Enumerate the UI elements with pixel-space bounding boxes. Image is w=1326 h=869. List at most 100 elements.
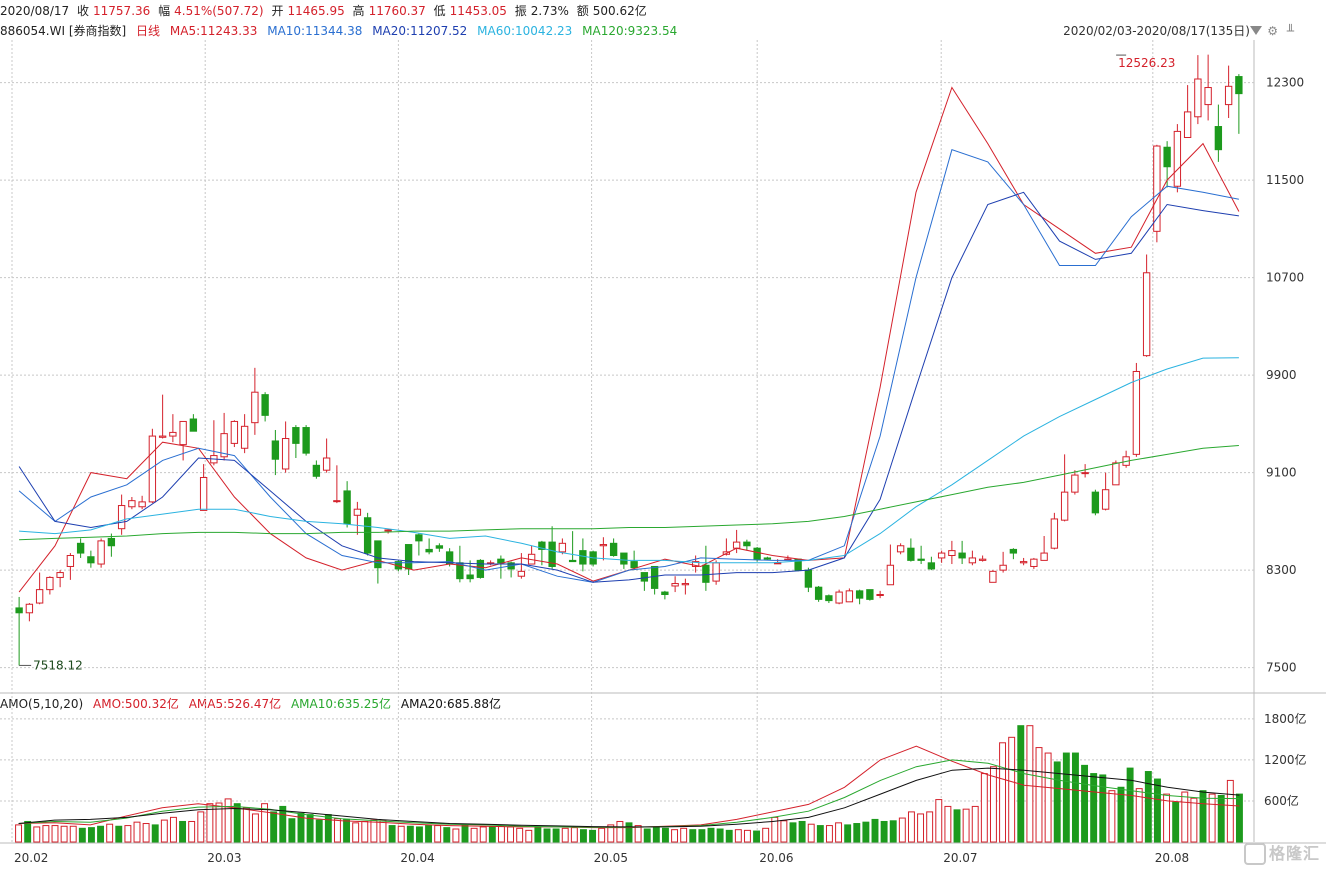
x-tick-label: 20.07	[943, 851, 977, 865]
volume-bar	[862, 821, 870, 843]
volume-bar	[197, 811, 205, 843]
volume-bar	[1081, 764, 1089, 843]
volume-bar	[816, 825, 824, 843]
volume-bar	[698, 829, 706, 843]
volume-bar	[388, 825, 396, 843]
volume-bar	[1117, 786, 1125, 843]
volume-bar	[680, 827, 688, 843]
candle-body	[230, 420, 239, 444]
candle-body	[138, 501, 146, 508]
x-tick-label: 20.04	[400, 851, 434, 865]
volume-bar	[370, 819, 378, 843]
watermark-logo-icon	[1243, 843, 1266, 865]
volume-bar	[361, 820, 369, 843]
x-tick-label: 20.03	[207, 851, 241, 865]
gear-icon[interactable]: ⚙	[1267, 24, 1278, 38]
candle-body	[804, 569, 813, 588]
open-value: 11465.95	[287, 4, 345, 18]
candle-body	[1214, 126, 1223, 151]
x-tick-label: 20.05	[594, 851, 628, 865]
ma5-legend: MA5:11243.33	[169, 24, 258, 38]
ama20-value: AMA20:685.88亿	[400, 697, 501, 711]
change-label: 幅	[158, 4, 171, 18]
candle-body	[66, 555, 75, 567]
volume-bar	[124, 825, 132, 843]
volume-bar	[33, 826, 41, 843]
candle-body	[1009, 548, 1018, 554]
volume-bar	[926, 811, 934, 843]
candle-body	[599, 544, 608, 547]
candle-body	[128, 500, 136, 508]
volume-bar	[233, 803, 241, 843]
candle-body	[538, 541, 546, 550]
volume-bar	[1226, 779, 1234, 843]
volume-bar	[807, 823, 815, 843]
candle-body	[1091, 491, 1100, 514]
date-range[interactable]: 2020/02/03-2020/08/17(135日)	[1063, 24, 1250, 38]
candle-body	[312, 464, 321, 477]
volume-bar	[206, 803, 214, 843]
candle-body	[415, 534, 423, 542]
open-label: 开	[271, 4, 284, 18]
candle-body	[1173, 130, 1182, 187]
volume-bar	[1235, 793, 1243, 843]
dropdown-arrow-icon[interactable]	[1250, 26, 1262, 35]
quote-bar: 2020/08/17 收 11757.36 幅 4.51%(507.72) 开 114…	[0, 0, 1326, 22]
volume-bar	[261, 803, 269, 843]
candle-body	[896, 545, 905, 553]
volume-bar	[224, 798, 232, 843]
volume-bar	[835, 822, 843, 843]
candle-body	[46, 576, 54, 591]
volume-bar	[534, 827, 542, 843]
volume-bar	[999, 742, 1007, 843]
low-value: 11453.05	[449, 4, 507, 18]
candle-body	[404, 544, 413, 570]
volume-bar	[516, 827, 524, 843]
candle-body	[999, 564, 1007, 571]
amplitude-label: 振	[514, 4, 527, 18]
period-label[interactable]: 日线	[136, 24, 161, 38]
volume-bar	[953, 809, 961, 843]
volume-bar	[880, 820, 888, 843]
volume-bar	[215, 802, 223, 843]
candle-body	[968, 557, 977, 564]
volume-bar	[989, 766, 997, 843]
candle-body	[989, 570, 997, 583]
candle-body	[661, 591, 669, 596]
volume-bar	[671, 829, 679, 843]
amount-value: 500.62亿	[592, 4, 647, 18]
candle-body	[322, 457, 331, 471]
candle-body	[866, 589, 874, 600]
volume-bar	[1153, 778, 1161, 843]
volume-bar	[1090, 773, 1098, 843]
candle-body	[1030, 558, 1038, 567]
volume-bar	[115, 825, 123, 843]
volume-bar	[106, 823, 114, 843]
candle-body	[1071, 474, 1079, 493]
volume-bar	[625, 822, 633, 843]
volume-bar	[525, 829, 533, 843]
close-value: 11757.36	[93, 4, 151, 18]
candle-body	[76, 542, 85, 554]
high-value: 11760.37	[368, 4, 426, 18]
price-tick-label: 10700	[1266, 271, 1304, 285]
candle-body	[1132, 370, 1141, 455]
amplitude-value: 2.73%	[530, 4, 569, 18]
volume-bar	[935, 799, 943, 843]
candle-body	[712, 562, 720, 582]
candle-body	[117, 505, 126, 530]
volume-bar	[543, 828, 551, 843]
volume-bar	[734, 829, 742, 843]
security-code: 886054.WI [券商指数]	[0, 24, 127, 38]
volume-bar	[315, 819, 323, 843]
candle-body	[1183, 111, 1192, 138]
candle-body	[1204, 87, 1212, 106]
candle-body	[650, 565, 659, 589]
ma-line-ma10	[18, 149, 1239, 583]
close-label: 收	[77, 4, 90, 18]
volume-bar	[962, 808, 970, 843]
pin-icon[interactable]: ╨	[1286, 24, 1294, 38]
candle-body	[640, 572, 649, 582]
candle-body	[620, 552, 628, 565]
